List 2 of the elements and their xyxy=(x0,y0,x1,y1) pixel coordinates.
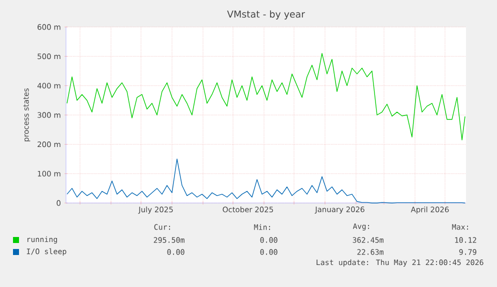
line-series xyxy=(66,53,466,140)
chart-title: VMstat - by year xyxy=(227,10,305,20)
